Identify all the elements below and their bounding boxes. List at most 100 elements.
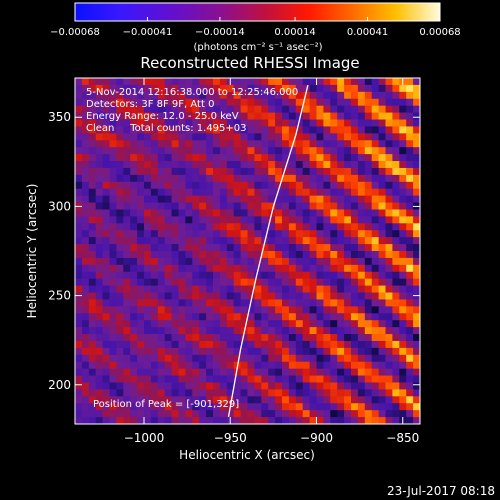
heatmap-cell — [357, 91, 366, 100]
heatmap-cell — [254, 167, 262, 176]
heatmap-cell — [171, 340, 179, 349]
heatmap-cell — [157, 140, 166, 148]
heatmap-cell — [309, 382, 317, 390]
heatmap-cell — [295, 382, 304, 390]
heatmap-cell — [171, 230, 179, 238]
heatmap-cell — [109, 361, 117, 370]
heatmap-cell — [406, 278, 414, 286]
heatmap-cell — [406, 126, 414, 134]
heatmap-cell — [144, 403, 152, 411]
heatmap-cell — [337, 334, 345, 342]
heatmap-cell — [199, 188, 207, 197]
heatmap-cell — [226, 320, 235, 328]
heatmap-cell — [275, 347, 283, 356]
heatmap-cell — [316, 237, 324, 245]
heatmap-cell — [123, 417, 131, 424]
heatmap-cell — [171, 327, 179, 335]
heatmap-cell — [75, 174, 83, 183]
heatmap-cell — [302, 209, 310, 217]
heatmap-cell — [364, 251, 373, 259]
heatmap-cell — [316, 181, 324, 190]
heatmap-cell — [351, 98, 359, 107]
heatmap-cell — [123, 209, 131, 217]
heatmap-cell — [316, 223, 324, 231]
heatmap-cell — [171, 299, 179, 307]
heatmap-cell — [399, 112, 407, 120]
heatmap-cell — [337, 98, 345, 107]
heatmap-cell — [185, 167, 193, 176]
heatmap-cell — [413, 98, 420, 107]
heatmap-cell — [192, 119, 200, 127]
heatmap-cell — [337, 285, 345, 293]
heatmap-cell — [137, 320, 145, 328]
heatmap-cell — [185, 230, 193, 238]
heatmap-cell — [157, 230, 166, 238]
heatmap-cell — [75, 320, 83, 328]
heatmap-cell — [95, 244, 103, 252]
heatmap-cell — [226, 410, 235, 418]
heatmap-cell — [240, 257, 248, 266]
heatmap-cell — [164, 174, 172, 183]
heatmap-cell — [323, 154, 331, 162]
heatmap-cell — [144, 133, 152, 141]
heatmap-cell — [150, 347, 159, 356]
heatmap-cell — [302, 292, 310, 300]
heatmap-cell — [116, 375, 124, 383]
heatmap-cell — [364, 382, 373, 390]
heatmap-cell — [371, 161, 379, 169]
heatmap-cell — [240, 140, 248, 148]
heatmap-cell — [413, 320, 420, 328]
heatmap-cell — [323, 105, 331, 113]
heatmap-cell — [88, 368, 97, 376]
heatmap-cell — [337, 133, 345, 141]
heatmap-cell — [282, 119, 290, 127]
heatmap-cell — [178, 167, 186, 176]
heatmap-cell — [192, 403, 200, 411]
heatmap-cell — [185, 133, 193, 141]
heatmap-cell — [406, 161, 414, 169]
heatmap-cell — [323, 209, 331, 217]
heatmap-cell — [95, 237, 103, 245]
heatmap-cell — [275, 78, 283, 86]
heatmap-cell — [81, 292, 90, 300]
heatmap-cell — [261, 244, 269, 252]
heatmap-cell — [399, 105, 407, 113]
heatmap-cell — [240, 105, 248, 113]
heatmap-cell — [130, 320, 138, 328]
heatmap-cell — [351, 285, 359, 293]
heatmap-cell — [164, 396, 172, 404]
heatmap-cell — [268, 230, 276, 238]
heatmap-cell — [309, 410, 317, 418]
heatmap-cell — [344, 244, 352, 252]
heatmap-cell — [295, 257, 304, 266]
heatmap-cell — [254, 161, 262, 169]
heatmap-cell — [130, 105, 138, 113]
heatmap-cell — [316, 403, 324, 411]
heatmap-cell — [123, 313, 131, 321]
heatmap-cell — [144, 126, 152, 134]
heatmap-cell — [247, 133, 255, 141]
heatmap-cell — [164, 202, 172, 210]
heatmap-cell — [406, 84, 414, 93]
heatmap-cell — [302, 354, 310, 363]
heatmap-cell — [247, 264, 255, 273]
heatmap-cell — [406, 98, 414, 107]
heatmap-cell — [81, 216, 90, 224]
heatmap-cell — [178, 382, 186, 390]
heatmap-cell — [171, 417, 179, 424]
heatmap-cell — [371, 133, 379, 141]
heatmap-cell — [116, 327, 124, 335]
heatmap-cell — [213, 313, 221, 321]
heatmap-cell — [364, 354, 373, 363]
heatmap-cell — [233, 403, 241, 411]
heatmap-cell — [130, 188, 138, 197]
heatmap-cell — [219, 257, 228, 266]
heatmap-cell — [288, 306, 297, 314]
heatmap-cell — [254, 126, 262, 134]
heatmap-cell — [123, 140, 131, 148]
heatmap-cell — [95, 340, 103, 349]
heatmap-cell — [199, 237, 207, 245]
heatmap-cell — [337, 202, 345, 210]
heatmap-cell — [199, 147, 207, 155]
heatmap-cell — [378, 105, 386, 113]
